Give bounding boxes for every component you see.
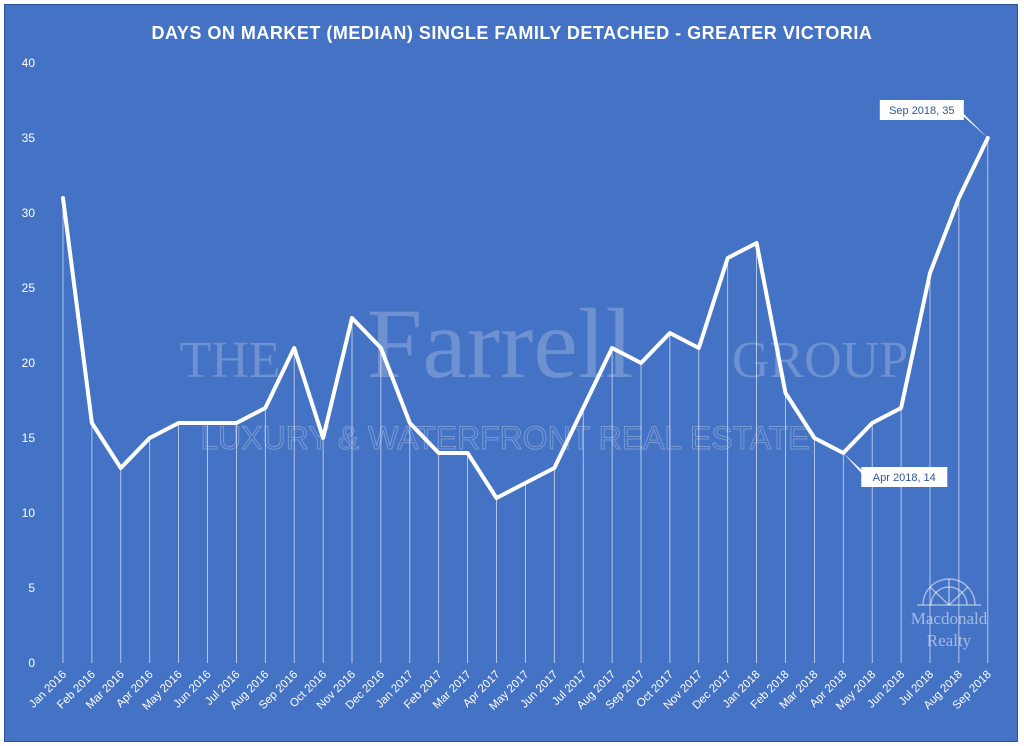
y-tick-label: 25	[22, 281, 36, 295]
compass-icon	[917, 578, 981, 606]
callout-box	[861, 467, 948, 487]
watermark-tagline: LUXURY & WATERFRONT REAL ESTATE	[200, 420, 809, 456]
y-tick-label: 5	[28, 581, 35, 595]
watermark-the: THE	[179, 332, 280, 389]
chart-title: DAYS ON MARKET (MEDIAN) SINGLE FAMILY DE…	[151, 23, 873, 43]
logo-line1: Macdonald	[911, 609, 988, 628]
chart-area: DAYS ON MARKET (MEDIAN) SINGLE FAMILY DE…	[4, 4, 1018, 742]
annotations: Sep 2018, 35 Apr 2018, 14	[843, 100, 988, 487]
y-tick-label: 30	[22, 206, 36, 220]
callout-label: Apr 2018, 14	[873, 472, 936, 484]
callout-label: Sep 2018, 35	[889, 105, 954, 117]
series-line	[61, 136, 990, 500]
y-axis: 0 5 10 15 20 25 30 35 40	[22, 56, 36, 670]
y-tick-label: 10	[22, 506, 36, 520]
y-tick-label: 35	[22, 131, 36, 145]
watermark: THE Farrell GROUP LUXURY & WATERFRONT RE…	[179, 288, 908, 457]
watermark-group: GROUP	[732, 332, 908, 389]
line-chart: THE Farrell GROUP LUXURY & WATERFRONT RE…	[22, 56, 994, 713]
y-tick-label: 40	[22, 56, 36, 70]
y-tick-label: 20	[22, 356, 36, 370]
drop-lines	[62, 138, 989, 663]
data-callout: Apr 2018, 14	[843, 453, 948, 487]
y-tick-label: 0	[28, 656, 35, 670]
y-tick-label: 15	[22, 431, 36, 445]
macdonald-realty-logo: Macdonald Realty	[911, 578, 988, 650]
callout-box	[879, 100, 964, 120]
watermark-name: Farrell	[367, 288, 634, 399]
logo-line2: Realty	[927, 631, 972, 650]
data-callout: Sep 2018, 35	[879, 100, 988, 138]
